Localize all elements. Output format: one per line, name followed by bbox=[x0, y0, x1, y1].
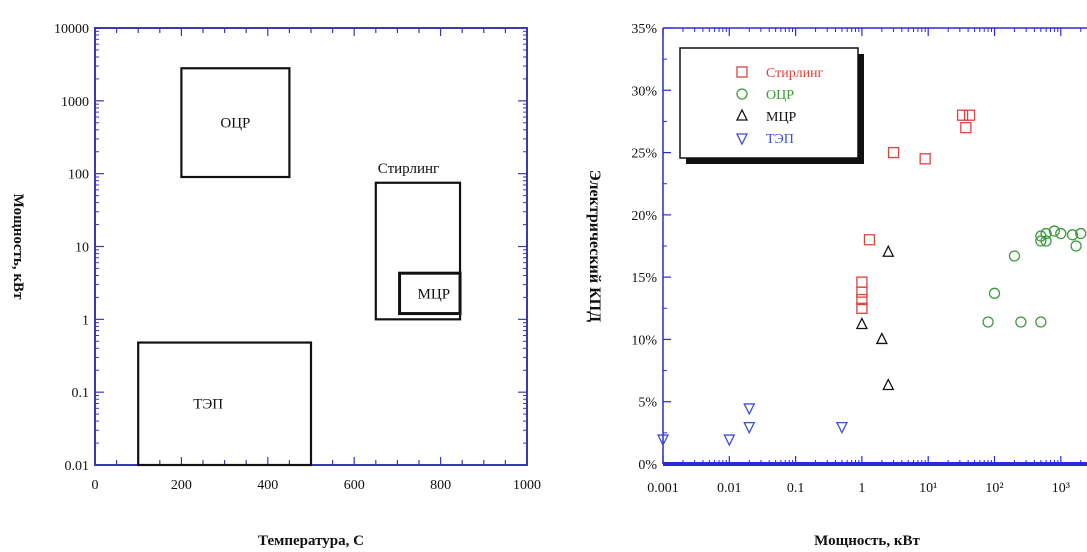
region-label: ТЭП bbox=[193, 396, 223, 412]
region-box bbox=[180, 67, 291, 179]
x-tick-label: 10³ bbox=[1052, 481, 1070, 496]
y-tick-label: 25% bbox=[631, 147, 657, 162]
region-label: Стирлинг bbox=[378, 161, 439, 177]
x-tick-label: 400 bbox=[257, 478, 278, 493]
data-point bbox=[743, 421, 756, 435]
data-point bbox=[856, 293, 868, 306]
y-tick-label: 20% bbox=[631, 209, 657, 224]
y-axis-label: Мощность, кВт bbox=[10, 194, 26, 300]
y-tick-label: 1000 bbox=[61, 95, 89, 110]
data-point bbox=[863, 234, 876, 246]
x-tick-label: 0.01 bbox=[717, 481, 742, 496]
data-point bbox=[1055, 227, 1067, 240]
region-box bbox=[374, 181, 462, 321]
left-chart: 0 200 400 600 800 1000 0.01 0.1 1 10 100 1000 10000 О… bbox=[10, 22, 541, 549]
data-point bbox=[856, 276, 868, 288]
data-point bbox=[743, 403, 756, 416]
y-tick-label: 0.1 bbox=[72, 386, 90, 401]
data-point bbox=[855, 317, 868, 330]
data-point bbox=[1008, 250, 1021, 262]
data-point bbox=[735, 108, 749, 121]
data-point bbox=[656, 434, 670, 447]
right-chart: 0.001 0.01 0.1 1 10¹ 10² 10³ 0% 5% 10% 15% 20% 25% 30… bbox=[586, 22, 1087, 549]
data-point bbox=[1040, 235, 1052, 247]
x-tick-label: 0.1 bbox=[787, 481, 805, 496]
data-point bbox=[1040, 227, 1052, 240]
data-point bbox=[723, 434, 736, 447]
data-point bbox=[736, 66, 748, 78]
y-tick-label: 10000 bbox=[54, 22, 89, 37]
x-tick-label: 600 bbox=[344, 478, 365, 493]
region-label: МЦР bbox=[418, 286, 451, 302]
data-point bbox=[875, 331, 888, 345]
data-point bbox=[963, 109, 976, 121]
x-tick-label: 10¹ bbox=[919, 481, 937, 496]
x-tick-label: 1 bbox=[858, 481, 865, 496]
x-axis-label: Мощность, кВт bbox=[814, 533, 920, 549]
x-tick-label: 200 bbox=[171, 478, 192, 493]
data-point bbox=[988, 287, 1001, 299]
region-box bbox=[398, 271, 462, 316]
y-axis-label: Электрический КПД bbox=[586, 170, 603, 322]
y-tick-label: 0% bbox=[638, 458, 657, 473]
y-tick-label: 1 bbox=[82, 313, 89, 328]
legend-box bbox=[679, 47, 859, 159]
data-point bbox=[1070, 240, 1082, 252]
data-point bbox=[1035, 316, 1047, 328]
data-point bbox=[1066, 229, 1079, 241]
data-point bbox=[1015, 316, 1027, 328]
data-point bbox=[882, 378, 895, 391]
x-tick-label: 0 bbox=[92, 478, 99, 493]
data-point bbox=[982, 316, 994, 328]
region-label: ОЦР bbox=[220, 116, 250, 132]
data-point bbox=[735, 133, 749, 146]
data-point bbox=[835, 421, 848, 435]
data-point bbox=[960, 122, 972, 134]
legend-label: ТЭП bbox=[766, 132, 794, 147]
y-tick-label: 10% bbox=[631, 333, 657, 348]
x-axis-label: Температура, С bbox=[258, 533, 364, 549]
legend-label: МЦР bbox=[766, 110, 797, 125]
x-tick-label: 1000 bbox=[513, 478, 541, 493]
y-tick-label: 15% bbox=[631, 271, 657, 286]
data-point bbox=[856, 302, 868, 314]
x-tick-label: 0.001 bbox=[647, 481, 679, 496]
y-tick-label: 0.01 bbox=[65, 459, 90, 474]
data-point bbox=[887, 146, 900, 159]
data-point bbox=[1048, 225, 1061, 237]
x-tick-label: 800 bbox=[430, 478, 451, 493]
data-point bbox=[1035, 235, 1047, 247]
x-tick-label: 10² bbox=[985, 481, 1003, 496]
y-tick-label: 35% bbox=[631, 22, 657, 37]
region-box bbox=[137, 341, 313, 467]
data-point bbox=[736, 88, 748, 100]
legend-label: ОЦР bbox=[766, 88, 794, 103]
y-tick-label: 30% bbox=[631, 84, 657, 99]
data-point bbox=[919, 153, 931, 165]
data-point bbox=[1075, 227, 1087, 240]
data-point bbox=[956, 109, 969, 121]
y-tick-label: 100 bbox=[68, 168, 89, 183]
data-point bbox=[882, 244, 895, 257]
y-tick-label: 10 bbox=[75, 241, 89, 256]
y-tick-label: 5% bbox=[638, 396, 657, 411]
data-point bbox=[856, 286, 868, 298]
legend-label: Стирлинг bbox=[766, 66, 824, 81]
